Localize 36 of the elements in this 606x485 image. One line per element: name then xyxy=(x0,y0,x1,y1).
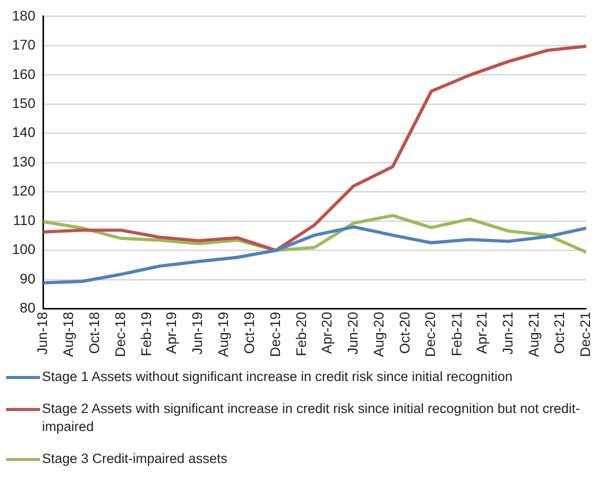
x-tick-label: Aug-20 xyxy=(370,312,386,358)
x-tick-label: Aug-18 xyxy=(60,312,76,358)
x-tick-label: Oct-18 xyxy=(86,312,102,354)
y-tick-label: 180 xyxy=(12,7,36,24)
x-tick-label: Dec-18 xyxy=(112,312,128,357)
y-tick-label: 120 xyxy=(12,182,36,199)
x-tick-label: Feb-19 xyxy=(138,312,154,356)
x-tick-label: Jun-20 xyxy=(344,312,360,355)
x-tick-label: Dec-20 xyxy=(422,312,438,357)
x-tick-label: Feb-21 xyxy=(448,312,464,356)
x-tick-label: Jun-18 xyxy=(34,312,50,355)
y-tick-label: 160 xyxy=(12,66,36,82)
y-tick-label: 80 xyxy=(20,300,36,316)
x-tick-label: Oct-21 xyxy=(551,312,568,354)
x-tick-label: Aug-19 xyxy=(215,312,232,358)
x-tick-label: Apr-20 xyxy=(318,312,335,354)
legend-label: Stage 3 Credit-impaired assets xyxy=(42,450,228,468)
x-tick-label: Oct-19 xyxy=(240,312,257,354)
x-tick-label: Aug-21 xyxy=(525,312,542,358)
y-tick-label: 150 xyxy=(12,94,36,111)
x-tick-label: Dec-21 xyxy=(577,312,594,357)
x-tick-label: Jun-21 xyxy=(499,312,516,355)
x-tick-label: Jun-19 xyxy=(189,312,206,355)
x-tick-label: Oct-20 xyxy=(396,312,412,354)
x-tick-label: Feb-20 xyxy=(293,312,310,356)
y-tick-label: 140 xyxy=(12,124,36,140)
y-tick-label: 170 xyxy=(12,36,36,53)
y-tick-label: 90 xyxy=(20,270,36,286)
y-tick-label: 130 xyxy=(12,153,36,170)
y-tick-label: 100 xyxy=(12,241,36,258)
x-tick-label: Dec-19 xyxy=(266,312,283,357)
y-tick-label: 110 xyxy=(13,212,36,228)
x-tick-label: Apr-19 xyxy=(163,312,180,354)
legend-label: Stage 2 Assets with significant increase in credit risk since initial recognition but not credit-impaired xyxy=(42,400,582,436)
x-tick-label: Apr-21 xyxy=(474,312,490,354)
legend-label: Stage 1 Assets without significant increase in credit risk since initial recognition xyxy=(42,368,512,386)
